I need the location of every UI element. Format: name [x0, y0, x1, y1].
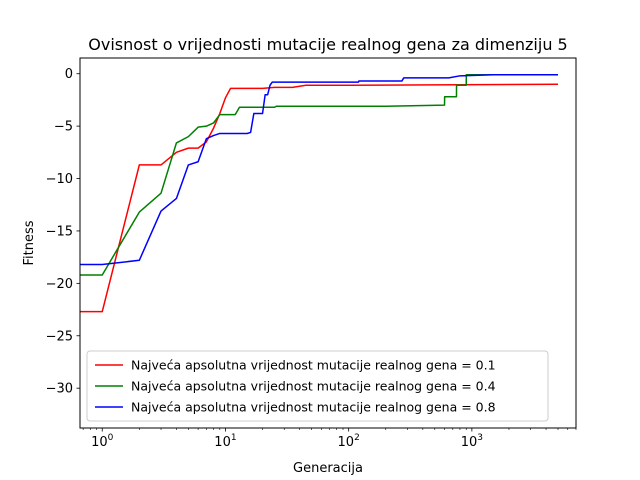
legend-label-3: Najveća apsolutna vrijednost mutacije re… [131, 400, 496, 415]
y-tick-label: −15 [46, 224, 73, 239]
series-line-3 [80, 74, 558, 266]
chart-title: Ovisnost o vrijednosti mutacije realnog … [88, 35, 567, 54]
x-tick-label: 100 [91, 433, 114, 450]
legend-label-2: Najveća apsolutna vrijednost mutacije re… [131, 379, 496, 394]
plot-frame [79, 57, 577, 429]
x-axis: 100 101 102 103 [82, 428, 577, 450]
y-tick-label: −20 [46, 277, 73, 292]
x-tick-label: 103 [461, 433, 483, 450]
y-axis: 0 −5 −10 −15 −20 −25 −30 [46, 67, 80, 397]
y-tick-label: −5 [54, 120, 73, 135]
plot-lines [80, 74, 559, 313]
series-line-2 [80, 74, 558, 276]
series-line-1 [80, 83, 559, 313]
legend: Najveća apsolutna vrijednost mutacije re… [86, 350, 549, 422]
y-tick-label: −10 [46, 172, 73, 187]
y-tick-label: −25 [46, 329, 73, 344]
y-axis-label: Fitness [22, 220, 37, 265]
x-tick-label: 102 [338, 433, 360, 450]
legend-label-1: Najveća apsolutna vrijednost mutacije re… [131, 358, 496, 373]
legend-frame [86, 350, 549, 422]
x-tick-label: 101 [214, 433, 236, 450]
y-tick-label: 0 [65, 67, 73, 82]
x-axis-label: Generacija [293, 461, 363, 476]
y-tick-label: −30 [46, 382, 73, 397]
